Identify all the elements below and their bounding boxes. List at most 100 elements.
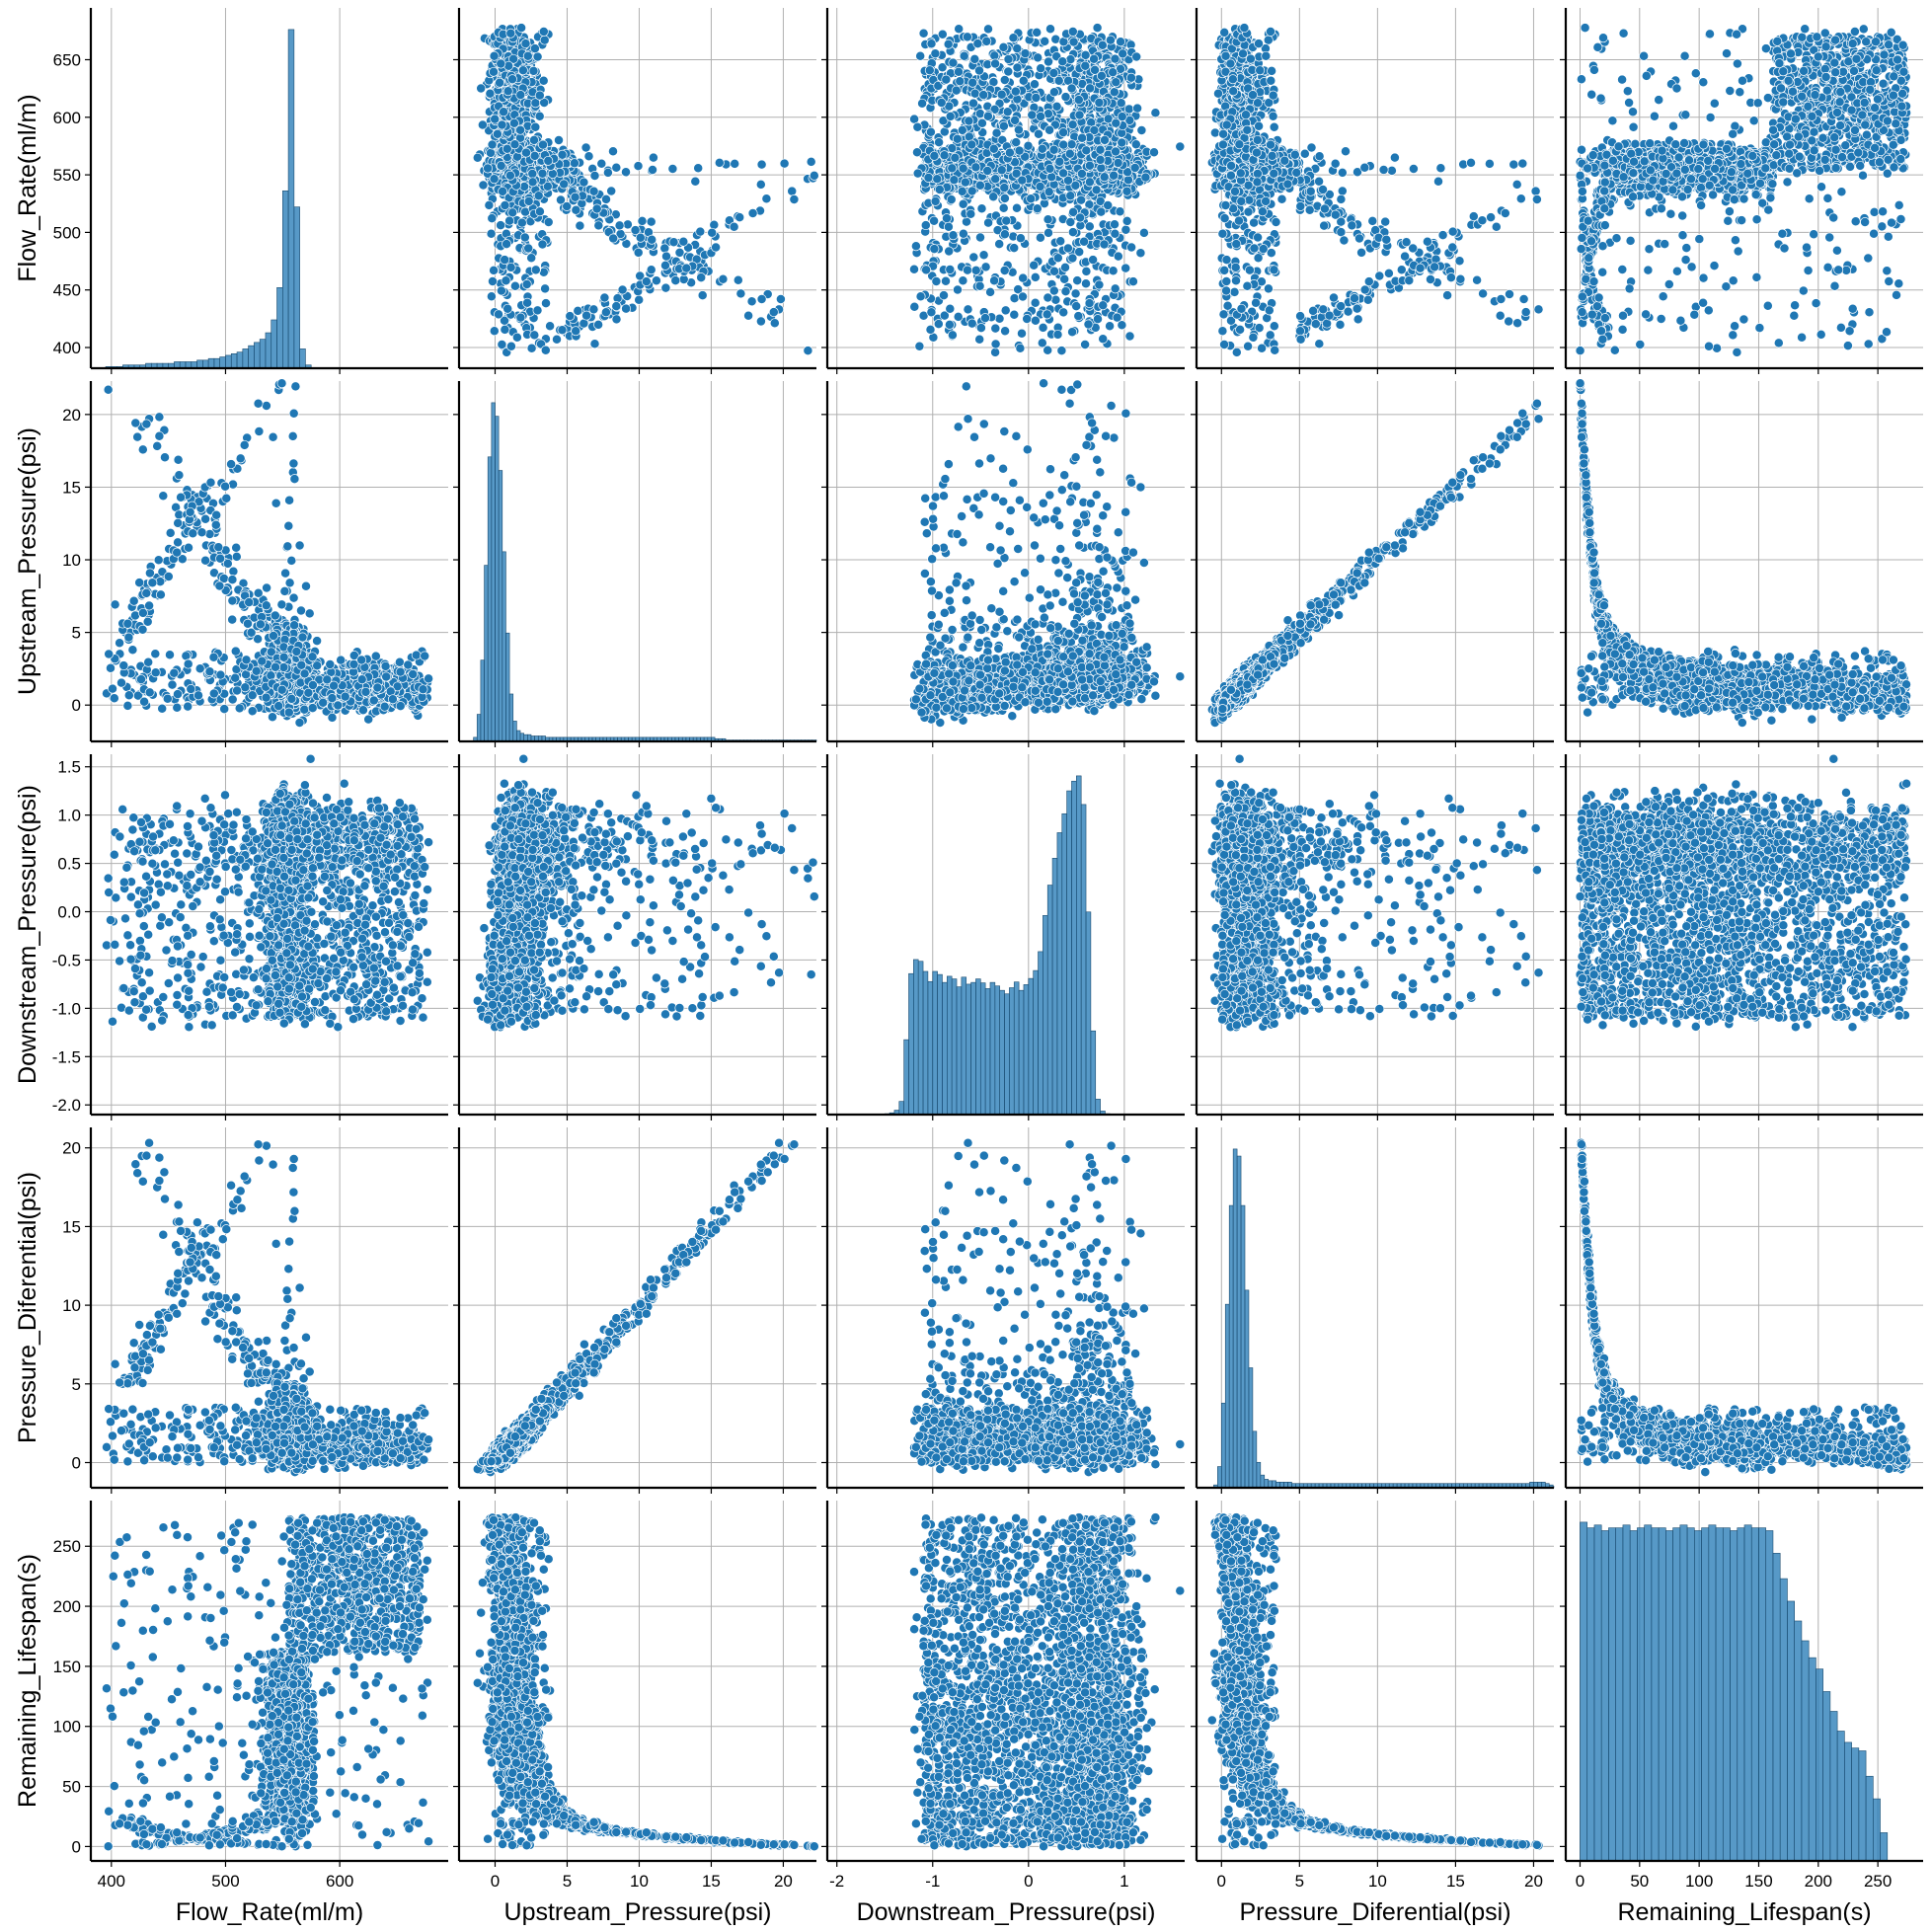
histogram-bar <box>288 30 294 368</box>
scatter-point <box>715 158 724 167</box>
scatter-point <box>788 187 797 195</box>
scatter-point <box>810 171 818 180</box>
scatter-point <box>597 159 606 168</box>
scatter-point <box>572 205 580 214</box>
scatter-point <box>744 311 753 320</box>
histogram-bar <box>237 352 243 368</box>
scatter-point <box>757 160 766 169</box>
scatter-point <box>694 164 703 173</box>
scatter-point <box>621 168 630 177</box>
scatter-point <box>735 213 744 222</box>
scatter-point <box>636 233 645 242</box>
scatter-point <box>589 187 598 195</box>
scatter-point <box>747 297 756 306</box>
scatter-point <box>571 193 580 201</box>
scatter-point <box>731 159 739 168</box>
histogram-bar <box>266 333 271 368</box>
scatter-point <box>634 248 643 257</box>
scatter-point <box>554 135 563 144</box>
scatter-point <box>622 304 631 313</box>
scatter-point <box>566 312 575 321</box>
scatter-point <box>594 320 603 329</box>
histogram-bar <box>300 348 306 368</box>
scatter-point <box>757 294 766 303</box>
scatter-point <box>807 157 815 166</box>
scatter-point <box>661 283 670 292</box>
scatter-point <box>649 153 657 162</box>
scatter-point <box>647 217 656 226</box>
scatter-point <box>790 194 799 203</box>
panel-0-1 <box>453 8 818 374</box>
histogram <box>106 30 311 368</box>
scatter-point <box>770 319 779 328</box>
panel-0-0 <box>85 8 448 374</box>
histogram-bar <box>282 191 288 368</box>
scatter-point <box>590 340 599 348</box>
scatter-point <box>697 273 706 282</box>
scatter-point <box>582 311 591 320</box>
scatter-point <box>520 182 529 191</box>
histogram-bar <box>254 343 260 368</box>
scatter-point <box>479 181 488 190</box>
scatter-point <box>603 168 612 177</box>
scatter-point <box>756 317 765 326</box>
scatter-point <box>669 238 678 247</box>
scatter-point <box>730 222 738 231</box>
scatter-point <box>608 147 617 156</box>
histogram-bar <box>202 360 208 368</box>
scatter-point <box>638 216 647 225</box>
scatter-point <box>487 292 496 301</box>
scatter-point <box>647 266 656 274</box>
scatter-point <box>642 277 651 286</box>
scatter-point <box>607 187 616 195</box>
scatter-point <box>477 84 486 93</box>
scatter-point <box>668 164 677 173</box>
scatter-point <box>618 285 627 294</box>
scatter-point <box>719 274 728 283</box>
scatter-point <box>780 159 789 168</box>
scatter-point <box>574 306 582 315</box>
scatter-point <box>660 261 669 270</box>
scatter-point <box>558 326 567 335</box>
scatter-point <box>594 221 603 230</box>
scatter-point <box>576 221 584 230</box>
scatter-point <box>708 228 717 237</box>
scatter-points <box>473 24 818 357</box>
scatter-point <box>612 302 621 311</box>
scatter-point <box>473 153 482 162</box>
scatter-point <box>485 200 494 209</box>
scatter-point <box>612 315 621 324</box>
scatter-point <box>601 308 610 317</box>
scatter-point <box>552 335 561 344</box>
scatter-point <box>601 194 610 203</box>
scatter-point <box>609 234 618 243</box>
scatter-point <box>590 171 599 180</box>
scatter-point <box>648 235 657 244</box>
scatter-point <box>572 327 580 336</box>
scatter-point <box>570 159 579 168</box>
scatter-point <box>634 162 643 171</box>
scatter-point <box>490 175 499 184</box>
scatter-point <box>776 294 785 303</box>
scatter-point <box>580 178 588 187</box>
scatter-point <box>584 152 593 161</box>
scatter-point <box>682 264 691 272</box>
histogram-bar <box>214 358 220 368</box>
scatter-point <box>698 291 707 300</box>
histogram-bar <box>243 348 249 368</box>
scatter-point <box>623 220 632 229</box>
histogram-bar <box>249 346 255 368</box>
histogram-bar <box>260 340 266 368</box>
scatter-point <box>558 150 567 159</box>
scatter-point <box>671 276 680 285</box>
scatter-point <box>600 293 609 302</box>
scatter-point <box>589 305 598 314</box>
scatter-point <box>478 120 487 129</box>
scatter-point <box>734 275 742 284</box>
scatter-point <box>762 194 771 203</box>
scatter-point <box>679 237 688 246</box>
scatter-point <box>660 244 669 253</box>
scatter-point <box>661 252 670 261</box>
scatter-point <box>769 308 778 317</box>
